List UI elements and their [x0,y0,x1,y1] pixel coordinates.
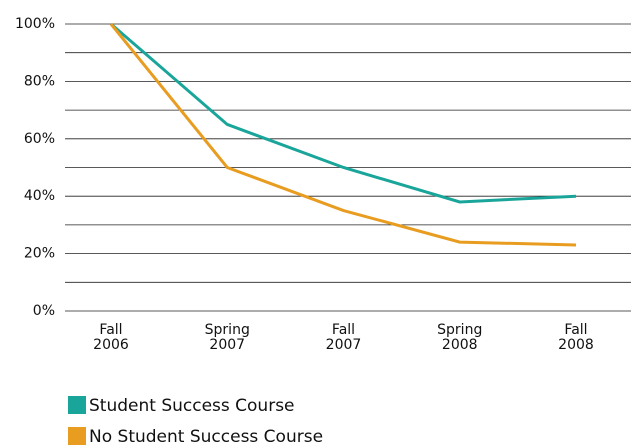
x-tick-label: Fall 2008 [558,322,594,353]
y-tick-label: 0% [33,303,55,319]
y-tick-label: 80% [24,73,55,89]
series-line [109,23,577,247]
legend-text: No Student Success Course [89,427,323,447]
legend-text: Student Success Course [89,396,295,416]
series-line [110,22,577,204]
x-tick-label: Spring 2007 [205,322,250,353]
x-tick-label: Spring 2008 [437,322,482,353]
y-tick-label: 60% [24,131,55,147]
x-tick-label: Fall 2006 [93,322,129,353]
y-tick-label: 100% [15,16,55,32]
y-tick-label: 40% [24,188,55,204]
legend-swatch [68,396,86,414]
legend-swatch [68,427,86,445]
y-tick-label: 20% [24,246,55,262]
x-tick-label: Fall 2007 [326,322,362,353]
